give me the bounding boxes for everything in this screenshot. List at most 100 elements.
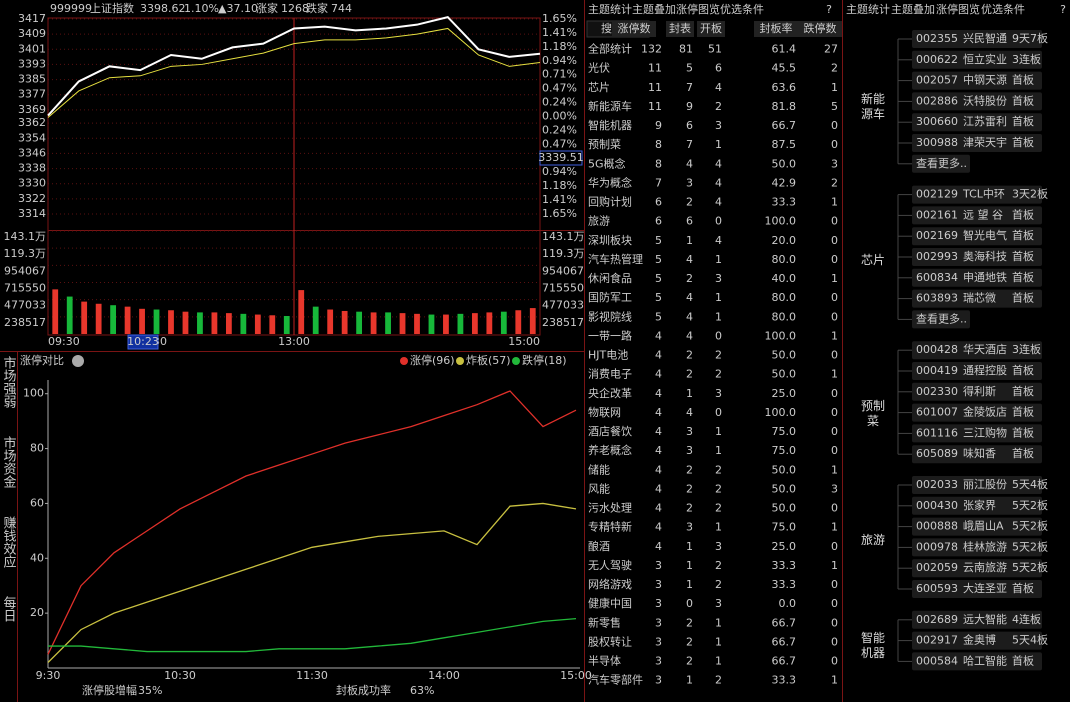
- stock-chip[interactable]: [912, 71, 1042, 90]
- stock-chip[interactable]: [912, 227, 1042, 246]
- theme-name[interactable]: 预制菜: [588, 138, 621, 151]
- legend-dot: [400, 357, 408, 365]
- stock-chip[interactable]: [912, 580, 1042, 598]
- theme-name[interactable]: 汽车零部件: [588, 673, 643, 687]
- stock-chip[interactable]: [912, 652, 1042, 671]
- stock-chip[interactable]: [912, 538, 1042, 557]
- cell: 7: [686, 138, 693, 151]
- stock-chip[interactable]: [912, 30, 1042, 48]
- theme-name[interactable]: 专精特新: [588, 520, 632, 534]
- stock-chip[interactable]: [912, 341, 1042, 360]
- tab[interactable]: 主题统计: [846, 3, 890, 16]
- stock-chip[interactable]: [912, 496, 1042, 515]
- stock-chip[interactable]: [912, 610, 1042, 629]
- theme-name[interactable]: 消费电子: [588, 367, 632, 381]
- stock-chip[interactable]: [912, 134, 1042, 152]
- stock-chip[interactable]: [912, 289, 1042, 308]
- cell: 0: [831, 215, 838, 228]
- volume-bar: [515, 310, 522, 334]
- theme-name[interactable]: 酒店餐饮: [588, 424, 632, 438]
- theme-name[interactable]: HJT电池: [588, 349, 628, 362]
- stock-chip[interactable]: [912, 113, 1042, 132]
- theme-name[interactable]: 光伏: [588, 61, 610, 75]
- cell: 5: [655, 272, 662, 285]
- side-tab[interactable]: 市场资金: [1, 435, 17, 488]
- stock-chip[interactable]: [912, 362, 1042, 380]
- side-tab[interactable]: 每日: [1, 595, 17, 622]
- volume-bar: [312, 306, 319, 334]
- theme-name[interactable]: 储能: [588, 462, 610, 476]
- stock-chip[interactable]: [912, 268, 1042, 287]
- theme-name[interactable]: 央企改革: [588, 386, 632, 400]
- theme-name[interactable]: 一带一路: [588, 329, 632, 342]
- x-tick-label: 15:00: [560, 669, 592, 682]
- theme-name[interactable]: 5G概念: [588, 156, 626, 170]
- theme-name[interactable]: 污水处理: [588, 502, 632, 515]
- theme-name[interactable]: 影视院线: [588, 309, 632, 323]
- group-label: 预制菜: [860, 398, 885, 428]
- theme-name[interactable]: 新能源车: [588, 99, 632, 113]
- tab[interactable]: 主题叠加: [891, 3, 935, 16]
- stock-chip[interactable]: [912, 248, 1042, 266]
- theme-name[interactable]: 养老概念: [588, 443, 632, 457]
- more-chip[interactable]: [912, 310, 970, 329]
- stock-chip[interactable]: [912, 445, 1042, 464]
- cell: 4: [686, 291, 693, 304]
- stock-name: TCL中环: [962, 188, 1005, 201]
- theme-name[interactable]: 芯片: [588, 80, 610, 94]
- stock-chip[interactable]: [912, 424, 1042, 443]
- y-tick-label: 3314: [18, 207, 46, 220]
- cell: 1: [831, 463, 838, 476]
- cell: 2: [715, 463, 722, 476]
- volume-bar: [182, 311, 189, 334]
- theme-name[interactable]: 回购计划: [588, 195, 632, 209]
- stock-chip[interactable]: [912, 476, 1042, 494]
- index-price: 3398.62: [140, 2, 186, 15]
- theme-name[interactable]: 健康中国: [588, 596, 632, 610]
- stock-chip[interactable]: [912, 50, 1042, 69]
- tab[interactable]: 主题统计: [588, 3, 632, 16]
- cursor-time-box: [127, 334, 159, 350]
- stock-chip[interactable]: [912, 206, 1042, 225]
- theme-name[interactable]: 物联网: [588, 405, 621, 419]
- tab[interactable]: 涨停图览: [676, 2, 720, 16]
- more-chip[interactable]: [912, 154, 970, 173]
- cursor-price: 3339.51: [538, 151, 584, 164]
- theme-name[interactable]: 全部统计: [588, 42, 632, 56]
- theme-name[interactable]: 酿酒: [588, 539, 610, 553]
- stock-chip[interactable]: [912, 185, 1042, 204]
- stock-chip[interactable]: [912, 517, 1042, 536]
- cell: 0: [831, 578, 838, 591]
- y-tick-label: 3417: [18, 12, 46, 25]
- side-tab[interactable]: 赚钱效应: [1, 515, 17, 568]
- side-tab[interactable]: 市场强弱: [1, 355, 17, 408]
- theme-name[interactable]: 无人驾驶: [588, 558, 632, 572]
- tab[interactable]: 主题叠加: [632, 3, 676, 16]
- tab[interactable]: 优选条件: [981, 2, 1025, 16]
- group-label: 智能机器: [860, 631, 885, 660]
- theme-name[interactable]: 网络游戏: [588, 577, 632, 591]
- theme-name[interactable]: 深圳板块: [588, 233, 632, 247]
- theme-name[interactable]: 休闲食品: [588, 271, 632, 285]
- cell: 4: [686, 406, 693, 419]
- theme-name[interactable]: 风能: [588, 481, 610, 495]
- theme-name[interactable]: 半导体: [588, 654, 621, 668]
- cell: 4: [655, 463, 662, 476]
- y-tick-label: 3354: [18, 131, 46, 144]
- theme-name[interactable]: 股权转让: [588, 634, 632, 648]
- tab[interactable]: 涨停图览: [936, 2, 980, 16]
- theme-name[interactable]: 华为概念: [588, 175, 632, 189]
- stock-chip[interactable]: [912, 559, 1042, 578]
- cell: 0: [831, 234, 838, 247]
- theme-name[interactable]: 旅游: [588, 214, 610, 228]
- stock-chip[interactable]: [912, 403, 1042, 422]
- theme-name[interactable]: 智能机器: [588, 118, 632, 132]
- y-tick-label: 3409: [18, 27, 46, 40]
- stock-chip[interactable]: [912, 631, 1042, 650]
- stock-chip[interactable]: [912, 92, 1042, 111]
- stock-chip[interactable]: [912, 382, 1042, 401]
- theme-name[interactable]: 国防军工: [588, 290, 632, 304]
- theme-name[interactable]: 汽车热管理: [588, 252, 643, 266]
- theme-name[interactable]: 新零售: [588, 615, 621, 629]
- tab[interactable]: 优选条件: [720, 2, 764, 16]
